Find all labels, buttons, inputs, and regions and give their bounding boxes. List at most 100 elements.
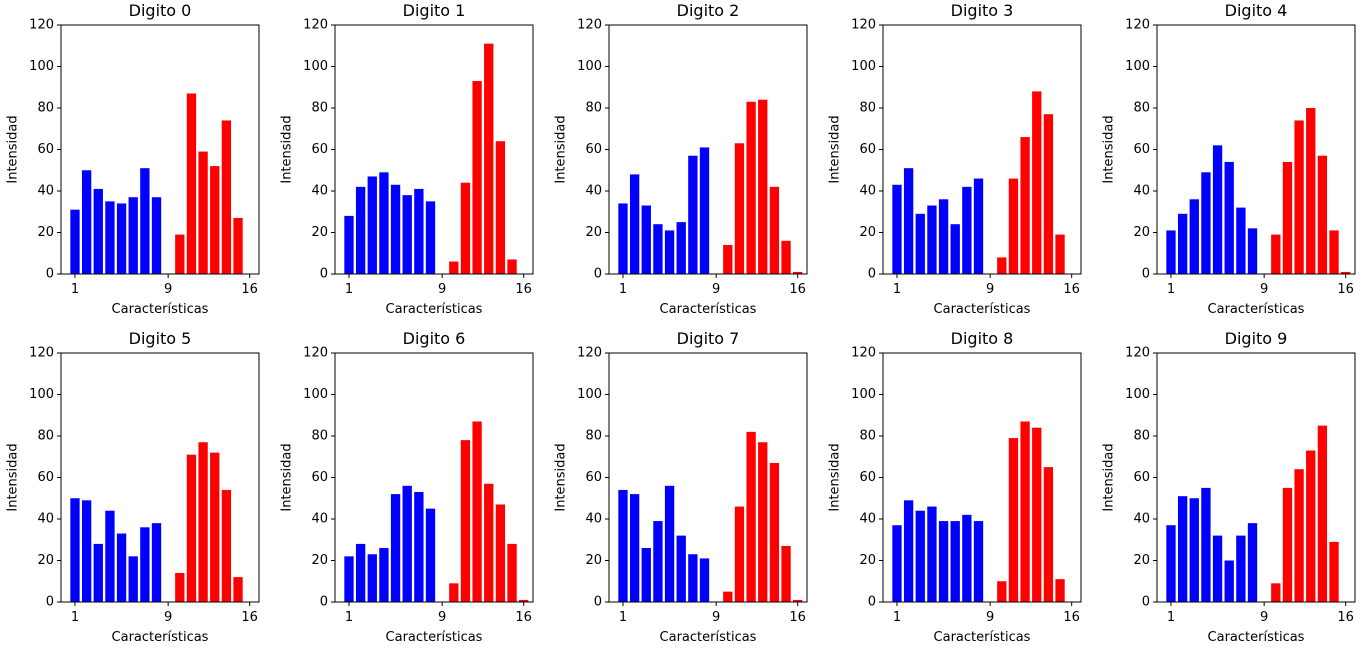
bar-14: [1317, 155, 1328, 274]
x-tick-label: 1: [619, 610, 627, 625]
bar-3: [915, 213, 925, 274]
bar-1: [70, 209, 80, 274]
subplot-5: 0 20 40 60 80 100 120 1 9 16 Digito 5 Característic…: [6, 329, 260, 645]
bar-12: [1294, 120, 1304, 274]
bar-2: [629, 174, 640, 274]
subplot-title: Digito 8: [951, 329, 1014, 348]
x-tick-label: 9: [164, 610, 172, 625]
x-tick-label: 9: [1260, 282, 1268, 297]
y-tick-label: 100: [303, 387, 328, 402]
x-tick-label: 9: [164, 282, 172, 297]
x-tick-label: 9: [986, 282, 994, 297]
bar-7: [962, 186, 972, 274]
subplot-9: 0 20 40 60 80 100 120 1 9 16 Digito 9 Característic…: [1102, 329, 1356, 645]
bar-15: [507, 259, 517, 274]
bar-7: [140, 168, 150, 274]
bar-6: [676, 222, 686, 275]
bar-10: [175, 234, 185, 274]
bar-13: [484, 483, 494, 602]
bar-3: [367, 554, 377, 602]
y-tick-label: 60: [1133, 142, 1150, 157]
bar-14: [769, 462, 780, 602]
bar-5: [938, 199, 949, 274]
bar-11: [734, 506, 745, 602]
bar-3: [1189, 199, 1199, 274]
bar-10: [1271, 583, 1281, 602]
x-tick-label: 16: [1063, 282, 1080, 297]
x-axis-label: Características: [386, 630, 483, 645]
bar-13: [1032, 427, 1042, 602]
bar-13: [1306, 450, 1316, 602]
bar-8: [1247, 523, 1258, 602]
y-tick-label: 60: [37, 470, 54, 485]
bar-16: [793, 271, 803, 274]
bar-2: [81, 500, 92, 602]
bar-2: [1177, 213, 1188, 274]
bar-1: [344, 215, 354, 274]
bar-14: [221, 120, 232, 274]
bar-13: [484, 43, 494, 274]
x-tick-label: 9: [712, 610, 720, 625]
subplot-3: 0 20 40 60 80 100 120 1 9 16 Digito 3 Característic…: [828, 1, 1082, 317]
bar-14: [495, 141, 506, 274]
bar-14: [1043, 467, 1054, 603]
bar-11: [186, 454, 197, 602]
y-tick-label: 60: [585, 470, 602, 485]
bar-5: [116, 203, 127, 274]
bar-5: [664, 485, 675, 602]
x-tick-label: 1: [71, 610, 79, 625]
y-tick-label: 40: [585, 184, 602, 199]
y-tick-label: 40: [859, 512, 876, 527]
x-tick-label: 1: [1167, 610, 1175, 625]
bar-11: [186, 93, 197, 274]
bar-1: [618, 203, 628, 274]
bar-15: [1055, 234, 1065, 274]
x-axis-label: Características: [112, 302, 209, 317]
bar-11: [734, 143, 745, 274]
y-tick-label: 120: [577, 346, 602, 361]
bar-13: [758, 442, 768, 602]
x-tick-label: 16: [1063, 610, 1080, 625]
y-tick-label: 80: [1133, 429, 1150, 444]
y-tick-label: 20: [585, 553, 602, 568]
y-tick-label: 80: [585, 101, 602, 116]
bar-11: [1008, 178, 1019, 274]
subplot-title: Digito 5: [129, 329, 192, 348]
bar-1: [892, 525, 902, 602]
y-axis-label: Intensidad: [6, 115, 21, 183]
y-tick-label: 100: [29, 387, 54, 402]
y-tick-label: 0: [1142, 267, 1150, 282]
bar-11: [460, 182, 471, 274]
bar-8: [699, 558, 710, 602]
y-tick-label: 20: [1133, 553, 1150, 568]
bar-15: [507, 543, 517, 602]
y-tick-label: 60: [37, 142, 54, 157]
y-axis-label: Intensidad: [554, 443, 569, 511]
subplot-title: Digito 2: [677, 1, 740, 20]
y-axis-label: Intensidad: [280, 443, 295, 511]
y-tick-label: 60: [311, 470, 328, 485]
bar-7: [414, 492, 424, 602]
subplot-0: 0 20 40 60 80 100 120 1 9 16 Digito 0 Característic…: [6, 1, 260, 317]
bar-6: [950, 521, 960, 602]
bar-12: [1020, 137, 1030, 274]
x-tick-label: 9: [1260, 610, 1268, 625]
bar-5: [390, 184, 401, 274]
y-tick-label: 60: [1133, 470, 1150, 485]
bar-1: [344, 556, 354, 602]
subplot-title: Digito 3: [951, 1, 1014, 20]
y-tick-label: 120: [29, 346, 54, 361]
bar-10: [997, 257, 1007, 274]
y-tick-label: 60: [311, 142, 328, 157]
bar-14: [221, 489, 232, 602]
bar-12: [472, 421, 482, 602]
y-axis-label: Intensidad: [828, 443, 843, 511]
bar-7: [140, 527, 150, 602]
y-tick-label: 120: [1125, 346, 1150, 361]
bar-10: [997, 581, 1007, 602]
x-tick-label: 1: [619, 282, 627, 297]
bar-16: [793, 599, 803, 602]
bar-5: [938, 521, 949, 602]
subplot-6: 0 20 40 60 80 100 120 1 9 16 Digito 6 Característic…: [280, 329, 534, 645]
y-tick-label: 40: [585, 512, 602, 527]
